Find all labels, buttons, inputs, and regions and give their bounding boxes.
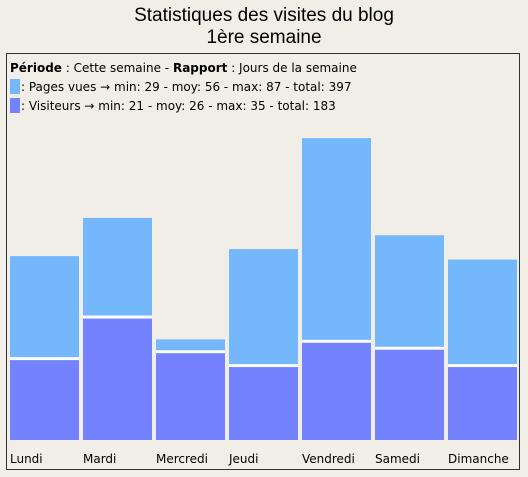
chart-title: Statistiques des visites du blog 1ère se… xyxy=(0,5,528,49)
bar-seam-samedi xyxy=(375,346,444,350)
bar-visitors-dimanche xyxy=(448,367,517,440)
bar-seam-dimanche xyxy=(448,364,517,368)
period-sep: : xyxy=(61,61,74,75)
report-value: Jours de la semaine xyxy=(239,61,357,75)
report-sep: : xyxy=(227,61,240,75)
bar-seam-mardi xyxy=(83,315,152,319)
legend-swatch-pages xyxy=(10,79,20,94)
x-label-samedi: Samedi xyxy=(375,452,420,466)
x-label-vendredi: Vendredi xyxy=(302,452,355,466)
x-label-mardi: Mardi xyxy=(83,452,116,466)
chart-title-line2: 1ère semaine xyxy=(206,27,322,48)
x-label-mercredi: Mercredi xyxy=(156,452,208,466)
chart-info: Période : Cette semaine - Rapport : Jour… xyxy=(10,59,357,116)
bar-seam-jeudi xyxy=(229,364,298,368)
legend-text-pages: : Pages vues → min: 29 - moy: 56 - max: … xyxy=(21,80,352,94)
bar-visitors-mardi xyxy=(83,318,152,440)
bar-seam-lundi xyxy=(10,357,79,361)
report-label: Rapport xyxy=(172,61,228,75)
bar-seam-mercredi xyxy=(156,350,225,354)
bar-visitors-mercredi xyxy=(156,353,225,440)
chart-title-line1: Statistiques des visites du blog xyxy=(134,5,394,26)
bar-visitors-jeudi xyxy=(229,367,298,440)
bar-visitors-samedi xyxy=(375,349,444,440)
x-label-dimanche: Dimanche xyxy=(448,452,509,466)
x-label-lundi: Lundi xyxy=(10,452,43,466)
legend-item-visitors: : Visiteurs → min: 21 - moy: 26 - max: 3… xyxy=(10,97,357,116)
period-label: Période xyxy=(10,61,62,75)
bar-visitors-lundi xyxy=(10,360,79,440)
info-sep: - xyxy=(160,61,173,75)
bar-seam-vendredi xyxy=(302,339,371,343)
x-label-jeudi: Jeudi xyxy=(228,452,258,466)
bar-visitors-vendredi xyxy=(302,342,371,440)
period-report-line: Période : Cette semaine - Rapport : Jour… xyxy=(10,59,357,78)
legend-item-pages: : Pages vues → min: 29 - moy: 56 - max: … xyxy=(10,78,357,97)
legend-text-visitors: : Visiteurs → min: 21 - moy: 26 - max: 3… xyxy=(21,99,336,113)
legend-swatch-visitors xyxy=(10,98,20,113)
period-value: Cette semaine xyxy=(73,61,161,75)
